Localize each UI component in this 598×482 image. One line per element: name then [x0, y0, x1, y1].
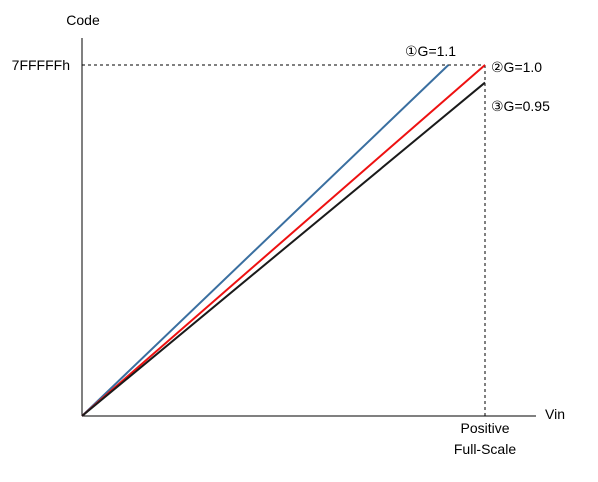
x-axis-label: Vin: [545, 406, 565, 422]
y-tick-label-full-scale: 7FFFFFh: [12, 57, 70, 73]
series-label-g-1-0: ②G=1.0: [491, 59, 542, 75]
series-label-g-1-1: ①G=1.1: [405, 43, 456, 59]
series-line-g-1-0: [81, 64, 486, 417]
series-line-g-0-95: [81, 81, 486, 417]
series-line-g-1-1: [81, 64, 450, 417]
x-tick-label-line-2: Full-Scale: [454, 441, 516, 457]
series-label-g-0-95: ③G=0.95: [491, 98, 550, 114]
y-axis-label: Code: [66, 12, 100, 28]
x-tick-label-line-1: Positive: [460, 420, 509, 436]
